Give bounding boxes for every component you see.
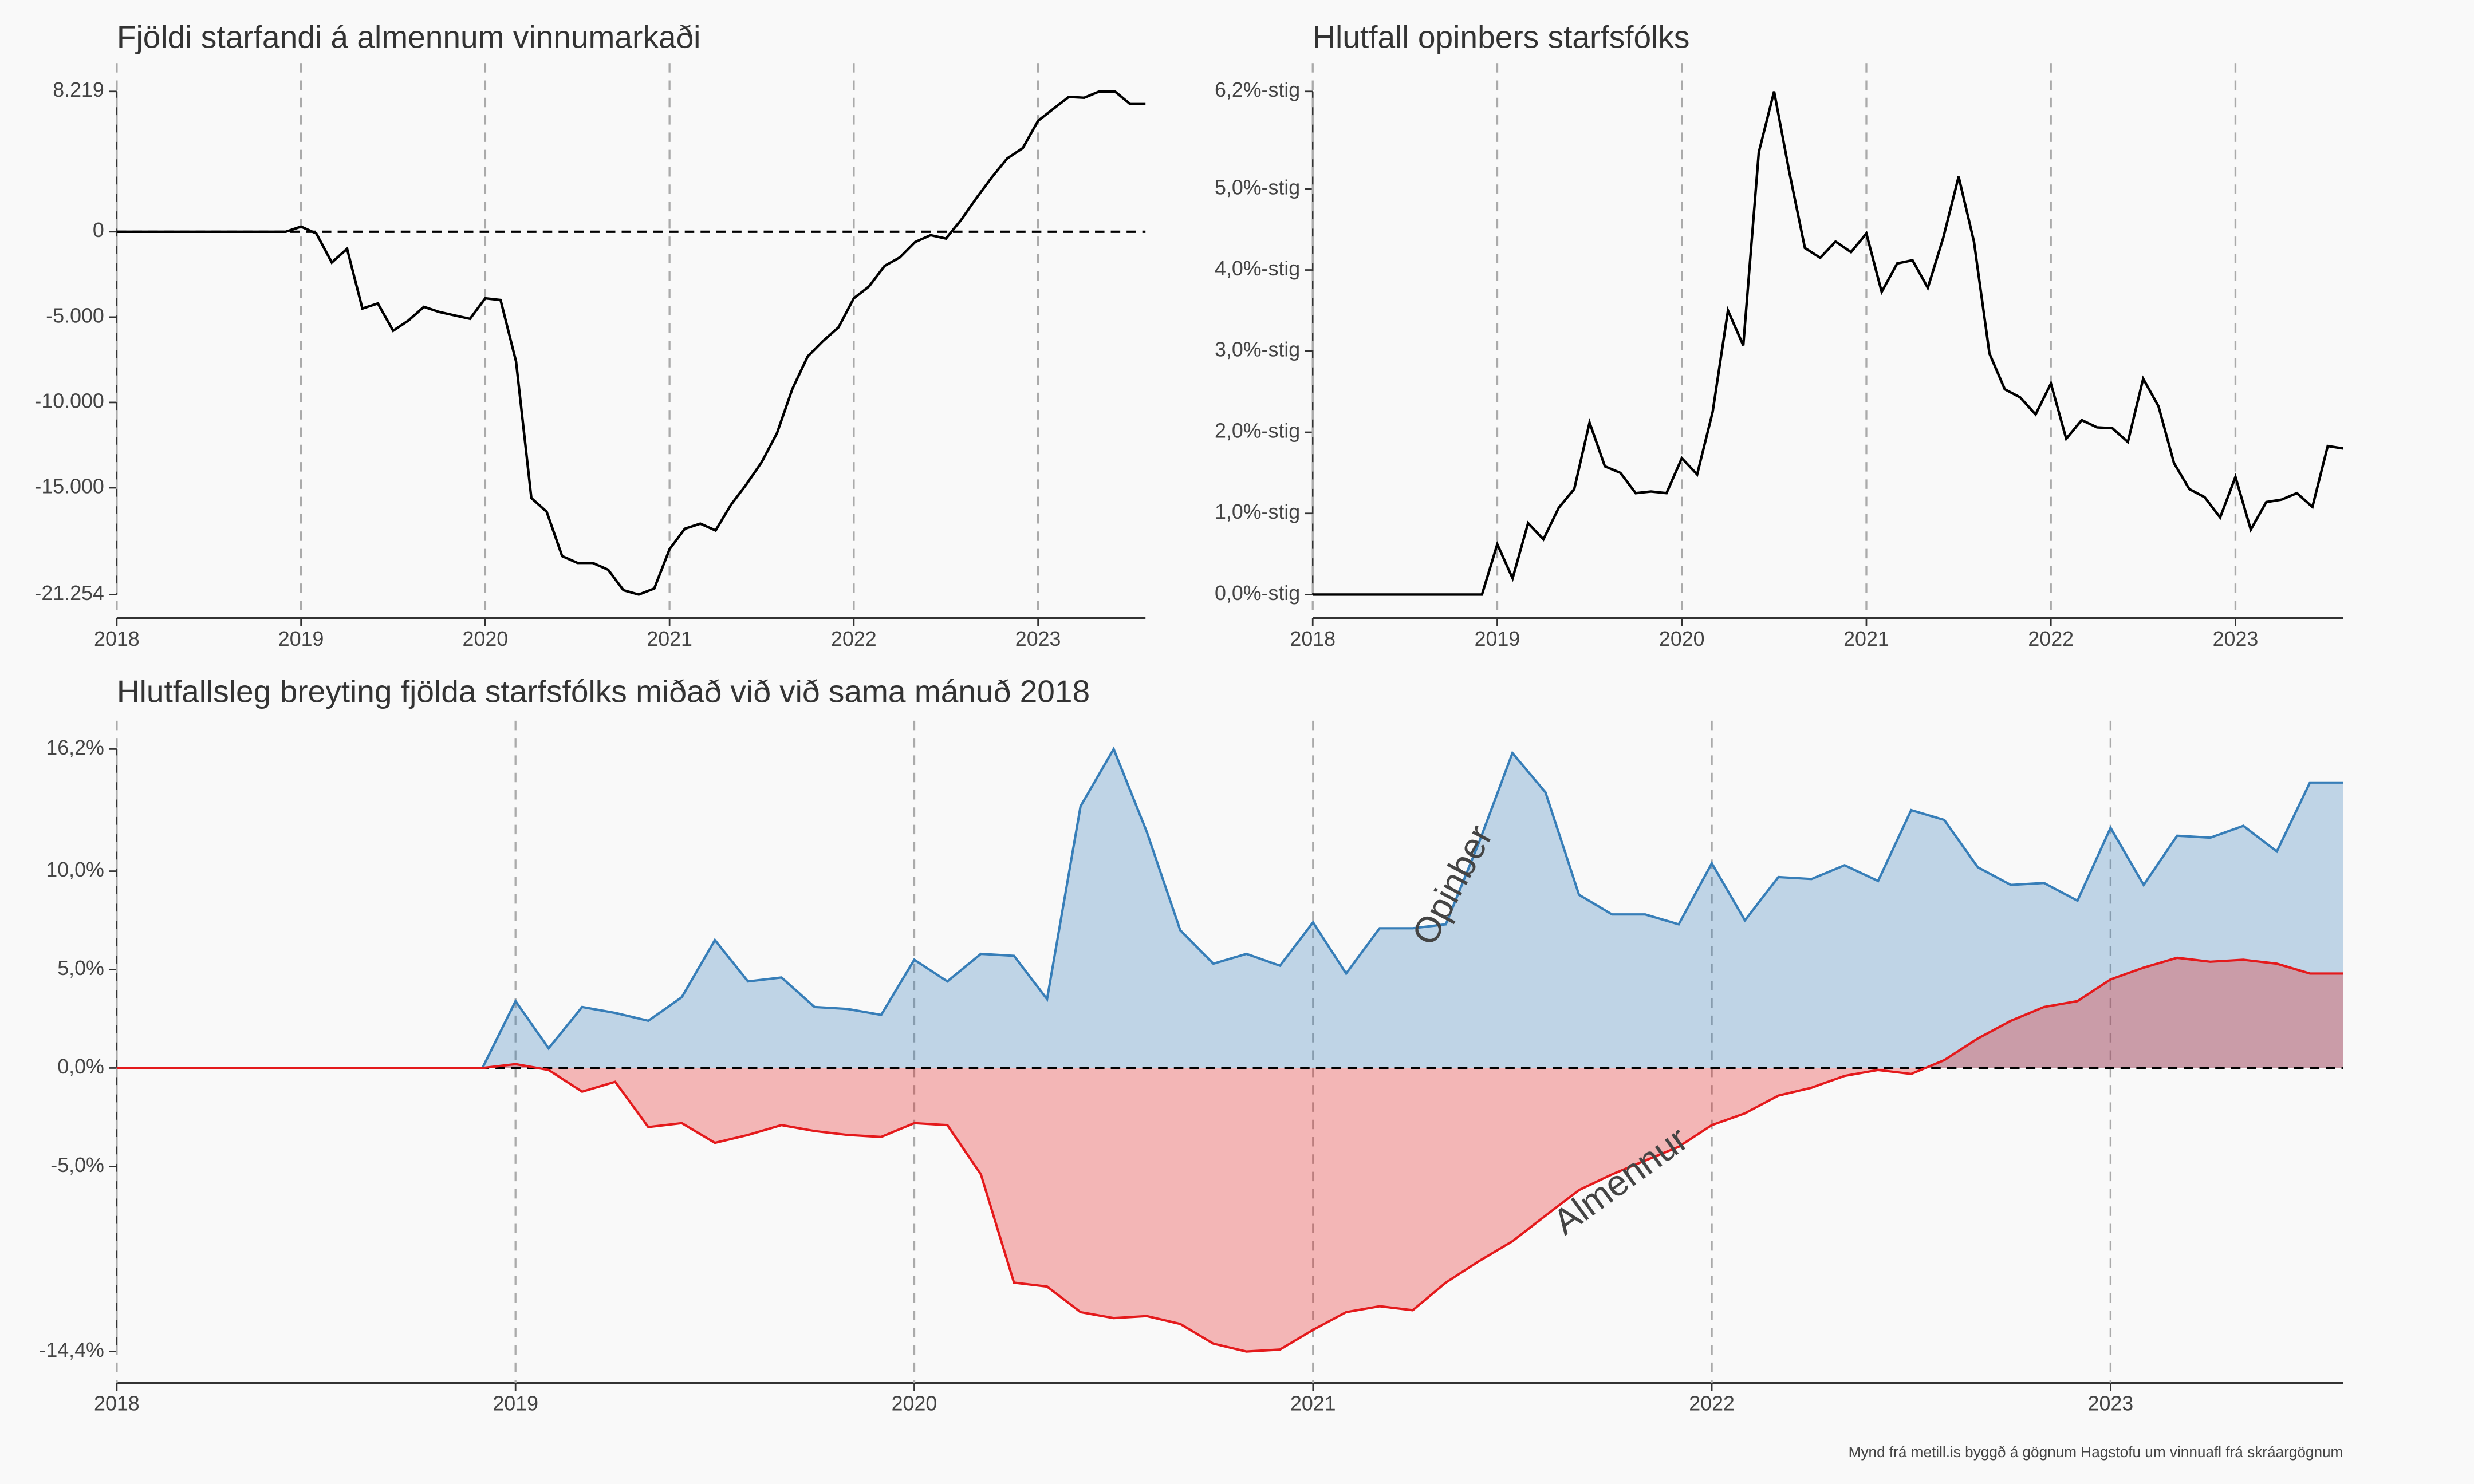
y-tick-label: -5,0%	[50, 1154, 104, 1177]
x-tick-label: 2019	[493, 1392, 538, 1415]
y-tick-label: 5,0%-stig	[1215, 176, 1300, 199]
y-tick-label: 10,0%	[46, 858, 104, 881]
y-tick-label: 16,2%	[46, 736, 104, 759]
x-tick-label: 2020	[1659, 627, 1705, 650]
y-tick-label: 6,2%-stig	[1215, 78, 1300, 101]
x-tick-label: 2019	[1475, 627, 1520, 650]
x-tick-label: 2021	[1290, 1392, 1336, 1415]
y-tick-label: -10.000	[34, 389, 104, 412]
x-tick-label: 2018	[94, 627, 140, 650]
x-tick-label: 2021	[1843, 627, 1889, 650]
area	[116, 957, 2343, 1352]
x-tick-label: 2023	[1015, 627, 1061, 650]
chart-title: Hlutfallsleg breyting fjölda starfsfólks…	[117, 674, 1090, 709]
y-tick-label: -14,4%	[39, 1339, 104, 1361]
x-tick-label: 2020	[892, 1392, 937, 1415]
x-tick-label: 2022	[2028, 627, 2074, 650]
y-tick-label: 0	[93, 219, 104, 242]
y-tick-label: 3,0%-stig	[1215, 338, 1300, 361]
y-tick-label: 1,0%-stig	[1215, 500, 1300, 523]
x-tick-label: 2018	[1290, 627, 1336, 650]
y-tick-label: 0,0%-stig	[1215, 582, 1300, 605]
y-tick-label: -21.254	[34, 582, 104, 605]
x-tick-label: 2023	[2088, 1392, 2134, 1415]
y-tick-label: 0,0%	[57, 1055, 104, 1078]
line	[116, 956, 2343, 1353]
x-tick-label: 2020	[463, 627, 509, 650]
line	[1313, 91, 2343, 596]
y-tick-label: -15.000	[34, 475, 104, 498]
chart-title: Hlutfall opinbers starfsfólks	[1313, 19, 1689, 54]
y-tick-label: 5,0%	[57, 957, 104, 980]
x-tick-label: 2021	[647, 627, 692, 650]
y-tick-label: 2,0%-stig	[1215, 419, 1300, 442]
line	[116, 746, 2343, 1069]
y-tick-label: 8.219	[53, 78, 104, 101]
chart-title: Fjöldi starfandi á almennum vinnumarkaði	[117, 19, 701, 54]
area	[116, 749, 2343, 1068]
line	[116, 90, 1146, 596]
x-tick-label: 2022	[831, 627, 877, 650]
y-tick-label: 4,0%-stig	[1215, 257, 1300, 280]
x-tick-label: 2018	[94, 1392, 140, 1415]
x-tick-label: 2019	[278, 627, 324, 650]
x-tick-label: 2022	[1689, 1392, 1735, 1415]
y-tick-label: -5.000	[46, 304, 104, 327]
caption: Mynd frá metill.is byggð á gögnum Hagsto…	[1849, 1443, 2343, 1461]
x-tick-label: 2023	[2213, 627, 2259, 650]
